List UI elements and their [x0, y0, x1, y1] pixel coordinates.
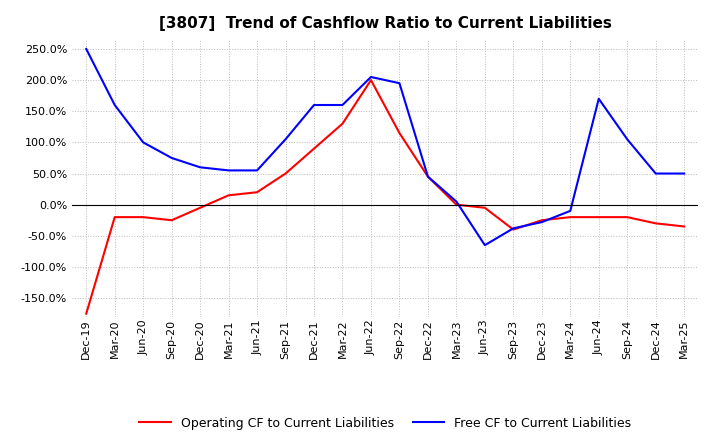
Operating CF to Current Liabilities	[452, 202, 461, 207]
Operating CF to Current Liabilities	[423, 174, 432, 179]
Operating CF to Current Liabilities	[110, 214, 119, 220]
Line: Free CF to Current Liabilities: Free CF to Current Liabilities	[86, 49, 684, 245]
Operating CF to Current Liabilities	[310, 146, 318, 151]
Free CF to Current Liabilities	[423, 174, 432, 179]
Free CF to Current Liabilities	[139, 140, 148, 145]
Operating CF to Current Liabilities	[595, 214, 603, 220]
Operating CF to Current Liabilities	[167, 218, 176, 223]
Free CF to Current Liabilities	[282, 137, 290, 142]
Free CF to Current Liabilities	[595, 96, 603, 101]
Free CF to Current Liabilities	[509, 226, 518, 231]
Operating CF to Current Liabilities	[680, 224, 688, 229]
Operating CF to Current Liabilities	[623, 214, 631, 220]
Free CF to Current Liabilities	[167, 155, 176, 161]
Operating CF to Current Liabilities	[225, 193, 233, 198]
Free CF to Current Liabilities	[225, 168, 233, 173]
Operating CF to Current Liabilities	[652, 221, 660, 226]
Free CF to Current Liabilities	[680, 171, 688, 176]
Operating CF to Current Liabilities	[366, 77, 375, 83]
Operating CF to Current Liabilities	[338, 121, 347, 126]
Free CF to Current Liabilities	[196, 165, 204, 170]
Operating CF to Current Liabilities	[480, 205, 489, 210]
Legend: Operating CF to Current Liabilities, Free CF to Current Liabilities: Operating CF to Current Liabilities, Fre…	[135, 412, 636, 435]
Free CF to Current Liabilities	[566, 208, 575, 213]
Operating CF to Current Liabilities	[537, 218, 546, 223]
Free CF to Current Liabilities	[310, 103, 318, 108]
Operating CF to Current Liabilities	[82, 311, 91, 316]
Operating CF to Current Liabilities	[196, 205, 204, 210]
Operating CF to Current Liabilities	[395, 130, 404, 136]
Free CF to Current Liabilities	[253, 168, 261, 173]
Free CF to Current Liabilities	[623, 137, 631, 142]
Free CF to Current Liabilities	[652, 171, 660, 176]
Operating CF to Current Liabilities	[509, 227, 518, 232]
Free CF to Current Liabilities	[537, 220, 546, 225]
Free CF to Current Liabilities	[82, 46, 91, 51]
Free CF to Current Liabilities	[338, 103, 347, 108]
Title: [3807]  Trend of Cashflow Ratio to Current Liabilities: [3807] Trend of Cashflow Ratio to Curren…	[159, 16, 611, 32]
Operating CF to Current Liabilities	[139, 214, 148, 220]
Operating CF to Current Liabilities	[282, 171, 290, 176]
Free CF to Current Liabilities	[452, 199, 461, 204]
Free CF to Current Liabilities	[110, 103, 119, 108]
Line: Operating CF to Current Liabilities: Operating CF to Current Liabilities	[86, 80, 684, 314]
Free CF to Current Liabilities	[395, 81, 404, 86]
Free CF to Current Liabilities	[480, 242, 489, 248]
Free CF to Current Liabilities	[366, 74, 375, 80]
Operating CF to Current Liabilities	[253, 190, 261, 195]
Operating CF to Current Liabilities	[566, 214, 575, 220]
